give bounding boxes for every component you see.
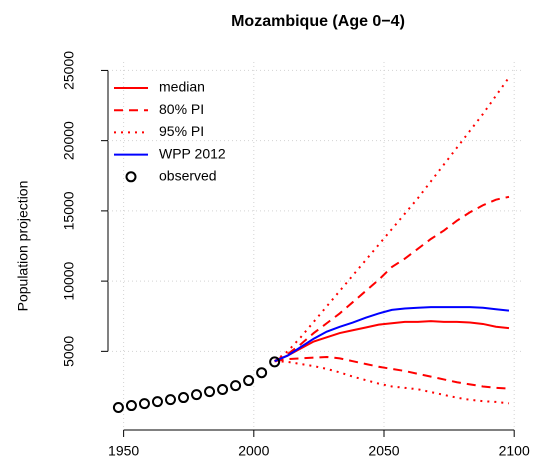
x-tick-label: 2000: [238, 443, 269, 459]
observed-point: [164, 394, 176, 406]
x-tick-label: 1950: [108, 443, 139, 459]
observed-point: [217, 384, 229, 396]
observed-point: [138, 398, 150, 410]
observed-point: [151, 396, 163, 408]
series-line: [274, 76, 510, 362]
series-line: [274, 355, 510, 390]
series-line: [274, 360, 510, 405]
x-tick-label: 2100: [499, 443, 530, 459]
y-tick-label: 10000: [61, 261, 77, 300]
legend-label: observed: [159, 168, 217, 184]
observed-point: [125, 400, 137, 412]
series-line: [274, 195, 510, 363]
observed-point: [178, 392, 190, 404]
series-line: [274, 306, 510, 363]
observed-point: [191, 389, 203, 401]
legend-symbol: [125, 171, 137, 183]
series-line: [274, 320, 510, 363]
y-tick-label: 15000: [61, 191, 77, 230]
observed-point: [230, 380, 242, 392]
legend-label: WPP 2012: [159, 145, 226, 161]
y-tick-label: 5000: [61, 336, 77, 367]
legend-label: 95% PI: [159, 123, 204, 139]
y-axis-label: Population projection: [15, 181, 31, 312]
y-tick-label: 25000: [61, 51, 77, 90]
y-tick-label: 20000: [61, 121, 77, 160]
observed-point: [269, 356, 281, 368]
x-tick-label: 2050: [368, 443, 399, 459]
legend-label: 80% PI: [159, 101, 204, 117]
legend-label: median: [159, 79, 205, 95]
observed-point: [243, 375, 255, 387]
observed-point: [204, 386, 216, 398]
observed-point: [112, 402, 124, 414]
observed-point: [256, 367, 268, 379]
chart-title: Mozambique (Age 0−4): [231, 13, 405, 30]
